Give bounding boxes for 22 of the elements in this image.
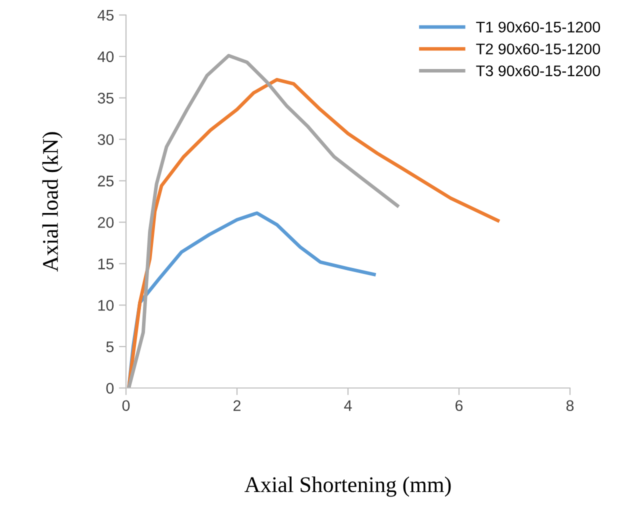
legend-label: T1 90x60-15-1200 [476, 22, 600, 33]
y-axis-title: Axial load (kN) [42, 132, 62, 272]
y-tick-label: 0 [106, 382, 114, 394]
legend-label: T2 90x60-15-1200 [476, 44, 600, 54]
y-tick-label: 30 [98, 134, 114, 146]
y-tick-label: 45 [98, 10, 114, 21]
x-tick-label: 8 [566, 400, 574, 412]
y-tick-label: 35 [98, 92, 114, 104]
x-tick-label: 4 [344, 400, 352, 411]
y-tick-label: 20 [98, 217, 114, 228]
y-tick-label: 10 [98, 300, 114, 311]
y-tick-label: 25 [98, 176, 114, 186]
legend-label: T3 90x60-15-1200 [476, 65, 600, 76]
y-tick-label: 40 [98, 51, 114, 62]
x-axis-title: Axial Shortening (mm) [244, 476, 451, 497]
y-tick-label: 15 [98, 258, 114, 270]
y-tick-label: 5 [106, 342, 114, 352]
x-tick-label: 6 [456, 400, 463, 412]
x-tick-label: 0 [122, 400, 130, 412]
x-tick-label: 2 [234, 400, 240, 411]
line-series [127, 54, 400, 388]
line-series [127, 78, 500, 388]
